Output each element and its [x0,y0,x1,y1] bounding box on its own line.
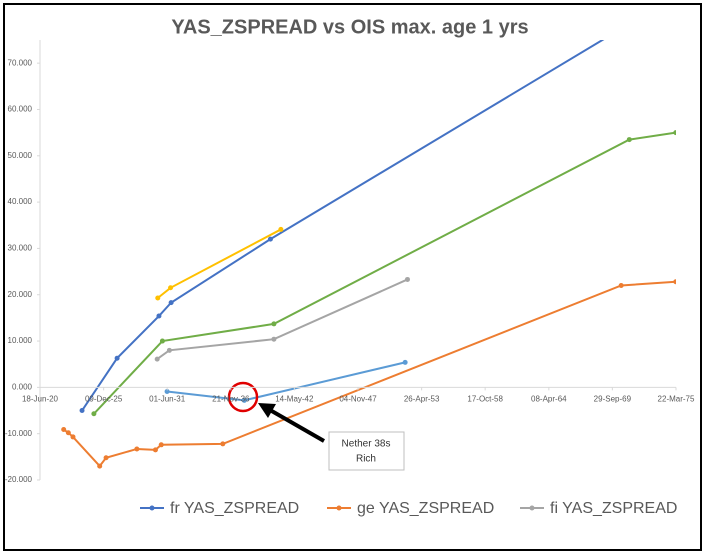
y-tick-label: 60.000 [8,105,33,114]
data-point [168,300,174,306]
y-tick-label: 50.000 [8,151,33,160]
data-point [220,441,226,447]
data-point [271,336,277,342]
data-point [618,282,624,288]
y-tick-label: 0.000 [12,382,33,391]
data-point [97,463,103,469]
data-point [65,430,71,436]
arrow-head [258,403,276,418]
data-point [79,408,85,414]
arrow-shaft [269,408,325,443]
x-tick-label: 08-Apr-64 [531,394,567,403]
callout-text: Rich [356,454,376,465]
y-tick-label: 70.000 [8,58,33,67]
x-tick-label: 21-Nov-36 [212,394,250,403]
legend-marker [149,505,155,511]
x-tick-label: 18-Jun-20 [22,394,59,403]
callout-text: Nether 38s [342,439,391,450]
y-tick-label: 10.000 [8,336,33,345]
chart-title: YAS_ZSPREAD vs OIS max. age 1 yrs [171,16,528,38]
data-point [155,295,161,301]
data-point [166,347,172,353]
x-tick-label: 22-Mar-75 [658,394,695,403]
legend-marker [529,505,535,511]
data-point [114,355,120,361]
series-line [81,40,605,412]
data-point [278,226,284,232]
plot-area [61,40,676,469]
data-point [673,279,676,285]
y-tick-label: -10.000 [5,429,33,438]
data-point [673,130,676,136]
data-point [103,455,109,461]
x-tick-label: 01-Jun-31 [149,394,186,403]
data-point [159,338,165,344]
y-tick-label: 20.000 [8,290,33,299]
data-point [168,285,174,291]
series-line [156,278,408,360]
data-point [134,446,140,452]
data-point [164,389,170,395]
data-point [404,276,410,282]
legend-label: fr YAS_ZSPREAD [170,500,299,517]
data-point [241,397,247,403]
y-tick-label: 40.000 [8,197,33,206]
data-point [402,359,408,365]
x-tick-label: 14-May-42 [275,394,314,403]
data-point [158,442,164,448]
x-tick-label: 26-Apr-53 [404,394,440,403]
legend-label: fi YAS_ZSPREAD [550,500,677,517]
data-point [154,356,160,362]
x-tick-label: 17-Oct-58 [467,394,503,403]
data-point [152,447,158,453]
data-point [267,236,273,242]
data-point [61,427,67,433]
y-tick-label: -20.000 [5,475,33,484]
legend-marker [336,505,342,511]
x-tick-label: 09-Dec-25 [85,394,123,403]
data-point [91,411,97,417]
data-point [626,137,632,143]
callout-box [328,431,405,471]
data-point [271,321,277,327]
x-tick-label: 04-Nov-47 [339,394,377,403]
legend-label: ge YAS_ZSPREAD [357,500,494,517]
x-tick-label: 29-Sep-69 [594,394,632,403]
highlight-circle [227,381,259,413]
data-point [156,313,162,319]
y-tick-label: 30.000 [8,244,33,253]
data-point [70,434,76,440]
